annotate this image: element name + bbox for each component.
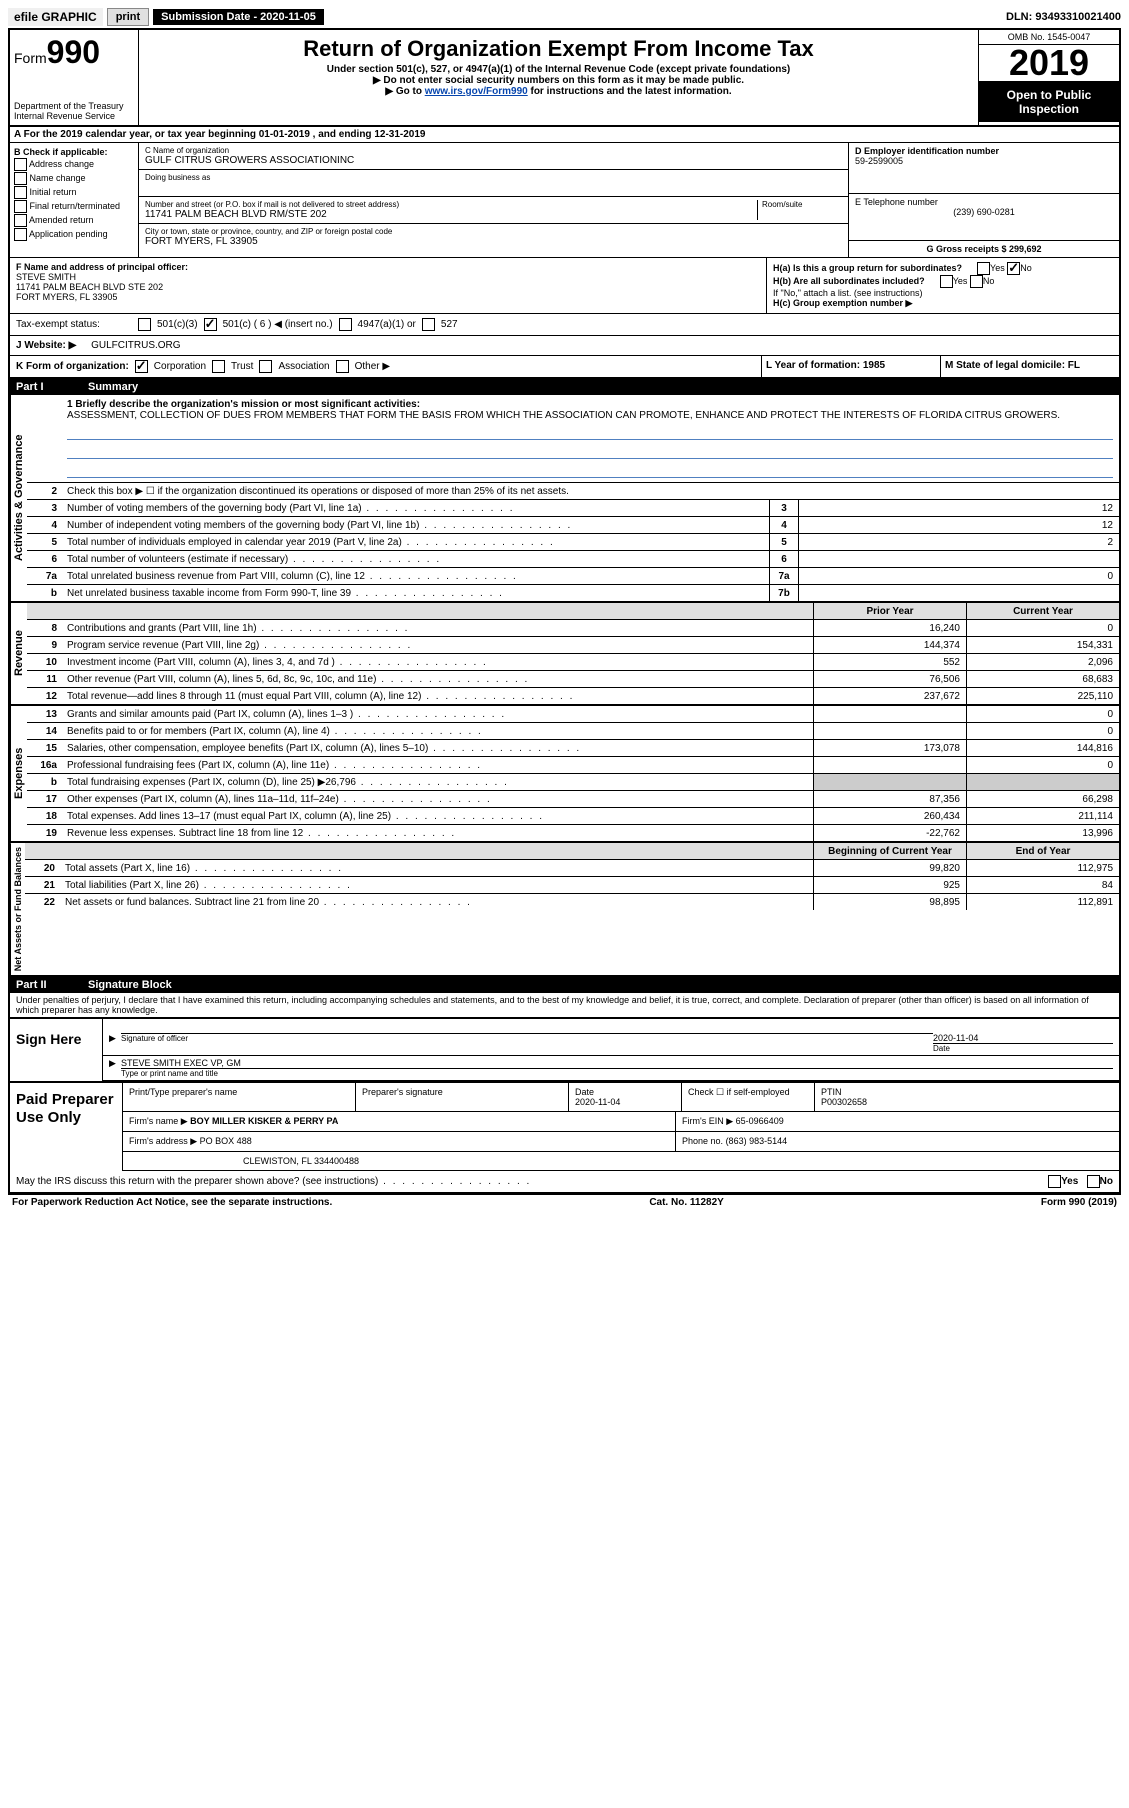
room-label: Room/suite <box>762 200 842 209</box>
table-row: 13Grants and similar amounts paid (Part … <box>27 706 1119 723</box>
box-f-officer: F Name and address of principal officer:… <box>10 258 767 313</box>
prep-date: 2020-11-04 <box>575 1097 620 1107</box>
end-year-header: End of Year <box>966 843 1119 859</box>
firm-phone: (863) 983-5144 <box>726 1136 788 1146</box>
ein-value: 59-2599005 <box>855 156 1113 166</box>
revenue-label: Revenue <box>10 603 27 704</box>
city-label: City or town, state or province, country… <box>145 227 842 236</box>
box-h: H(a) Is this a group return for subordin… <box>767 258 1119 313</box>
table-row: 8Contributions and grants (Part VIII, li… <box>27 620 1119 637</box>
table-row: 12Total revenue—add lines 8 through 11 (… <box>27 688 1119 704</box>
firm-city: CLEWISTON, FL 334400488 <box>123 1152 1119 1170</box>
sig-officer-label: Signature of officer <box>121 1033 933 1043</box>
table-row: 10Investment income (Part VIII, column (… <box>27 654 1119 671</box>
penalties-text: Under penalties of perjury, I declare th… <box>10 993 1119 1018</box>
self-employed-check: Check ☐ if self-employed <box>682 1083 815 1111</box>
print-button[interactable]: print <box>107 8 149 26</box>
table-row: 15Salaries, other compensation, employee… <box>27 740 1119 757</box>
table-row: bNet unrelated business taxable income f… <box>27 585 1119 601</box>
officer-name: STEVE SMITH EXEC VP, GM <box>121 1058 1113 1068</box>
firm-name: BOY MILLER KISKER & PERRY PA <box>190 1116 338 1126</box>
prior-year-header: Prior Year <box>813 603 966 619</box>
phone-value: (239) 690-0281 <box>855 207 1113 217</box>
mission-box: 1 Briefly describe the organization's mi… <box>27 395 1119 483</box>
gross-receipts: G Gross receipts $ 299,692 <box>849 241 1119 257</box>
expenses-label: Expenses <box>10 706 27 841</box>
table-row: 3Number of voting members of the governi… <box>27 500 1119 517</box>
prep-name-label: Print/Type preparer's name <box>123 1083 356 1111</box>
firm-address: PO BOX 488 <box>200 1136 252 1146</box>
sign-here-label: Sign Here <box>10 1019 103 1081</box>
year-formation: L Year of formation: 1985 <box>761 356 940 377</box>
prep-sig-label: Preparer's signature <box>356 1083 569 1111</box>
row-a-period: A For the 2019 calendar year, or tax yea… <box>10 127 1119 143</box>
netassets-label: Net Assets or Fund Balances <box>10 843 25 975</box>
irs-link[interactable]: www.irs.gov/Form990 <box>425 86 528 97</box>
phone-label: E Telephone number <box>855 197 1113 207</box>
table-row: 21Total liabilities (Part X, line 26)925… <box>25 877 1119 894</box>
addr-label: Number and street (or P.O. box if mail i… <box>145 200 757 209</box>
table-row: 6Total number of volunteers (estimate if… <box>27 551 1119 568</box>
discuss-row: May the IRS discuss this return with the… <box>10 1171 1119 1192</box>
table-row: bTotal fundraising expenses (Part IX, co… <box>27 774 1119 791</box>
table-row: 11Other revenue (Part VIII, column (A), … <box>27 671 1119 688</box>
state-domicile: M State of legal domicile: FL <box>940 356 1119 377</box>
table-row: 16aProfessional fundraising fees (Part I… <box>27 757 1119 774</box>
table-row: 7aTotal unrelated business revenue from … <box>27 568 1119 585</box>
org-name: GULF CITRUS GROWERS ASSOCIATIONINC <box>145 155 842 166</box>
table-row: 18Total expenses. Add lines 13–17 (must … <box>27 808 1119 825</box>
dept-label: Department of the Treasury <box>14 101 134 111</box>
tax-exempt-row: Tax-exempt status: 501(c)(3) 501(c) ( 6 … <box>10 314 1119 336</box>
form-org-row: K Form of organization: Corporation Trus… <box>10 356 761 377</box>
begin-year-header: Beginning of Current Year <box>813 843 966 859</box>
table-row: 9Program service revenue (Part VIII, lin… <box>27 637 1119 654</box>
ein-label: D Employer identification number <box>855 146 1113 156</box>
table-row: 17Other expenses (Part IX, column (A), l… <box>27 791 1119 808</box>
firm-ein: 65-0966409 <box>736 1116 784 1126</box>
sig-date: 2020-11-04 <box>933 1033 1113 1043</box>
footer-left: For Paperwork Reduction Act Notice, see … <box>12 1197 332 1208</box>
city-state-zip: FORT MYERS, FL 33905 <box>145 236 842 247</box>
open-public-badge: Open to Public Inspection <box>979 82 1119 122</box>
dln-label: DLN: 93493310021400 <box>1006 11 1121 23</box>
street-address: 11741 PALM BEACH BLVD RM/STE 202 <box>145 209 757 220</box>
line-2: Check this box ▶ ☐ if the organization d… <box>63 485 1119 498</box>
current-year-header: Current Year <box>966 603 1119 619</box>
table-row: 20Total assets (Part X, line 16)99,82011… <box>25 860 1119 877</box>
submission-date: Submission Date - 2020-11-05 <box>153 9 324 25</box>
paid-preparer-label: Paid Preparer Use Only <box>10 1083 123 1171</box>
dba-label: Doing business as <box>145 173 842 182</box>
footer-form: Form 990 (2019) <box>1041 1197 1117 1208</box>
subtitle-1: Under section 501(c), 527, or 4947(a)(1)… <box>143 64 974 75</box>
tax-year: 2019 <box>979 45 1119 82</box>
governance-label: Activities & Governance <box>10 395 27 601</box>
box-b: B Check if applicable: Address change Na… <box>10 143 139 257</box>
footer-cat: Cat. No. 11282Y <box>649 1197 723 1208</box>
part-2-header: Part IISignature Block <box>10 977 1119 993</box>
form-title: Return of Organization Exempt From Incom… <box>143 36 974 62</box>
irs-label: Internal Revenue Service <box>14 111 134 121</box>
part-1-header: Part ISummary <box>10 379 1119 395</box>
website-row: J Website: ▶ GULFCITRUS.ORG <box>10 336 1119 356</box>
org-name-label: C Name of organization <box>145 146 842 155</box>
table-row: 5Total number of individuals employed in… <box>27 534 1119 551</box>
table-row: 4Number of independent voting members of… <box>27 517 1119 534</box>
table-row: 22Net assets or fund balances. Subtract … <box>25 894 1119 910</box>
form-container: Form990 Department of the Treasury Inter… <box>8 28 1121 1194</box>
subtitle-2: ▶ Do not enter social security numbers o… <box>143 75 974 86</box>
table-row: 14Benefits paid to or for members (Part … <box>27 723 1119 740</box>
table-row: 19Revenue less expenses. Subtract line 1… <box>27 825 1119 841</box>
form-number: Form990 <box>14 34 134 71</box>
efile-label: efile GRAPHIC <box>8 8 103 26</box>
subtitle-3: ▶ Go to www.irs.gov/Form990 for instruct… <box>143 86 974 97</box>
ptin-value: P00302658 <box>821 1097 867 1107</box>
